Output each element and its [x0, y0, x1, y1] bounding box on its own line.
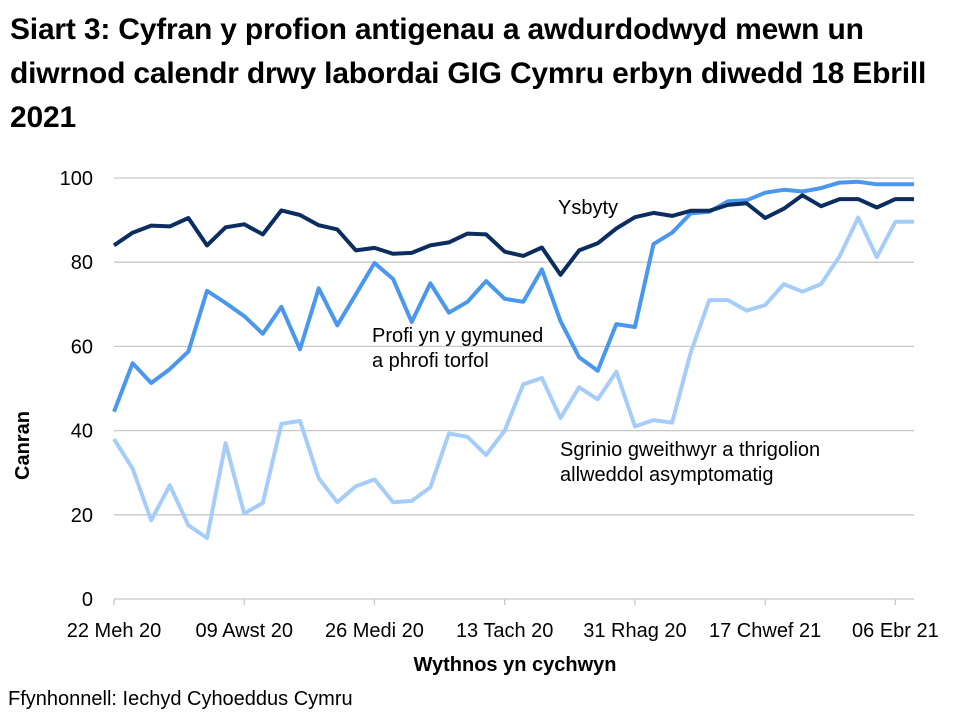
- x-tick-label: 09 Awst 20: [195, 620, 292, 642]
- x-tick-label: 26 Medi 20: [325, 620, 424, 642]
- series-line: [112, 215, 914, 540]
- x-tick-label: 17 Chwef 21: [709, 620, 821, 642]
- chart-title: Siart 3: Cyfran y profion antigenau a aw…: [10, 13, 927, 134]
- series-annotation: a phrofi torfol: [372, 350, 489, 372]
- series-line: [112, 193, 914, 277]
- gridlines: [114, 177, 914, 600]
- x-tick-label: 31 Rhag 20: [583, 620, 686, 642]
- y-axis-ticks: 0 20 40 60 80 100: [60, 168, 93, 611]
- x-tick-label: 06 Ebr 21: [852, 620, 939, 642]
- y-axis-label: Canran: [12, 411, 34, 480]
- y-tick-label: 20: [71, 505, 93, 527]
- series-annotation: Sgrinio gweithwyr a thrigolion: [560, 439, 820, 461]
- series-line: [112, 179, 914, 413]
- y-tick-label: 100: [60, 168, 93, 190]
- series-lines: [112, 179, 914, 540]
- y-tick-label: 80: [71, 252, 93, 274]
- series-annotation: Profi yn y gymuned: [372, 325, 543, 347]
- x-axis-label: Wythnos yn cychwyn: [413, 654, 617, 676]
- series-annotation: allweddol asymptomatig: [560, 464, 773, 486]
- y-tick-label: 60: [71, 336, 93, 358]
- source-note: Ffynhonnell: Iechyd Cyhoeddus Cymru: [8, 688, 353, 710]
- x-axis: 22 Meh 20 09 Awst 20 26 Medi 20 13 Tach 20 3…: [67, 599, 939, 642]
- series-annotations: Ysbyty Profi yn y gymuned a phrofi torfol S…: [372, 197, 820, 486]
- x-tick-label: 13 Tach 20: [456, 620, 554, 642]
- series-annotation: Ysbyty: [558, 197, 618, 219]
- y-tick-label: 40: [71, 421, 93, 443]
- y-tick-label: 0: [82, 589, 93, 611]
- x-tick-label: 22 Meh 20: [67, 620, 162, 642]
